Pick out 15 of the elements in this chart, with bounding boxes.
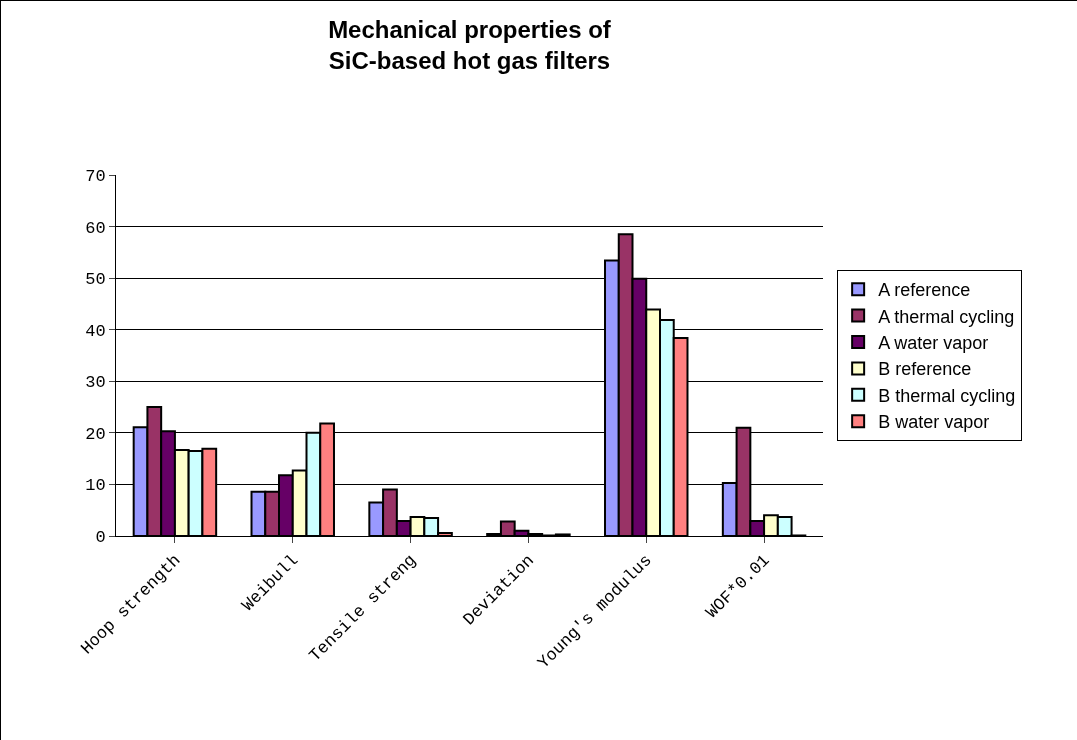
y-tick-label: 20 bbox=[85, 424, 106, 444]
legend-label: B reference bbox=[878, 359, 972, 380]
legend-label: A water vapor bbox=[878, 333, 989, 354]
y-tick-label: 10 bbox=[85, 476, 106, 496]
legend-label: A thermal cycling bbox=[878, 306, 1015, 327]
y-tick-label: 60 bbox=[85, 218, 106, 238]
legend-label: B thermal cycling bbox=[878, 385, 1016, 406]
y-tick-label: 30 bbox=[85, 373, 106, 393]
y-tick-label: 50 bbox=[85, 270, 106, 290]
y-tick-label: 40 bbox=[85, 321, 106, 341]
legend-label: B water vapor bbox=[878, 412, 990, 433]
y-tick-label: 70 bbox=[85, 166, 106, 186]
chart-title: Mechanical properties of SiC-based hot gas filters bbox=[328, 16, 612, 75]
legend-label: A reference bbox=[878, 280, 971, 301]
y-tick-label: 0 bbox=[95, 527, 106, 547]
